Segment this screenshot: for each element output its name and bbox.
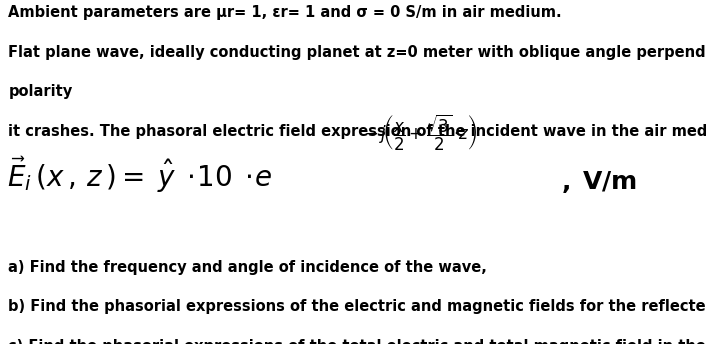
Text: c) Find the phasorial expressions of the total electric and total magnetic field: c) Find the phasorial expressions of the… <box>8 339 706 344</box>
Text: polarity: polarity <box>8 84 73 99</box>
Text: $\vec{E}_{i}\,(x\,,\,z\,)=\;\hat{y}\;\cdot\!10\;\cdot\! e$: $\vec{E}_{i}\,(x\,,\,z\,)=\;\hat{y}\;\cd… <box>7 155 273 195</box>
Text: $\mathbf{,\;V/m}$: $\mathbf{,\;V/m}$ <box>561 169 637 195</box>
Text: $-\,j\!\left(\dfrac{x}{2}+\dfrac{\sqrt{3}}{2}\!\cdot\!z\right)$: $-\,j\!\left(\dfrac{x}{2}+\dfrac{\sqrt{3… <box>364 112 477 152</box>
Text: Ambient parameters are μr= 1, εr= 1 and σ = 0 S/m in air medium.: Ambient parameters are μr= 1, εr= 1 and … <box>8 5 562 20</box>
Text: b) Find the phasorial expressions of the electric and magnetic fields for the re: b) Find the phasorial expressions of the… <box>8 299 706 314</box>
Text: it crashes. The phasoral electric field expression of the incident wave in the a: it crashes. The phasoral electric field … <box>8 124 706 139</box>
Text: Flat plane wave, ideally conducting planet at z=0 meter with oblique angle perpe: Flat plane wave, ideally conducting plan… <box>8 45 706 60</box>
Text: a) Find the frequency and angle of incidence of the wave,: a) Find the frequency and angle of incid… <box>8 260 487 275</box>
